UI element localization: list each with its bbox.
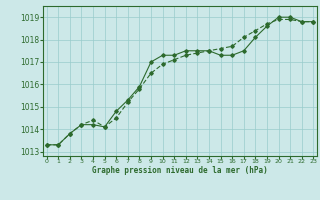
- X-axis label: Graphe pression niveau de la mer (hPa): Graphe pression niveau de la mer (hPa): [92, 166, 268, 175]
